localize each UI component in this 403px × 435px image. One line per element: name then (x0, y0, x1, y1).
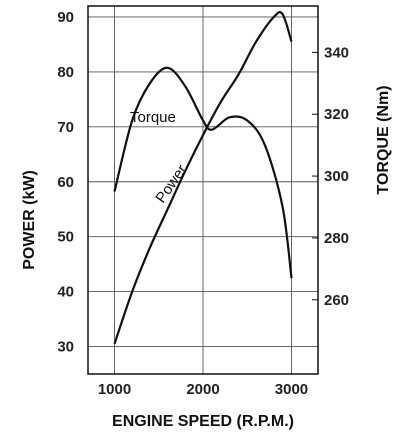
y-left-tick-label: 90 (57, 9, 74, 26)
y-right-tick-label: 300 (324, 168, 349, 185)
y-right-tick-label: 320 (324, 106, 349, 123)
y-left-tick-label: 70 (57, 119, 74, 136)
y-axis-left-title: POWER (kW) (21, 170, 38, 270)
series-line-torque (113, 66, 293, 279)
series-line-power (113, 10, 293, 345)
y-left-tick-label: 30 (57, 339, 74, 356)
y-right-tick-label: 340 (324, 44, 349, 61)
y-left-tick-label: 40 (57, 284, 74, 301)
grid-layer (88, 6, 318, 374)
torque-series-label: Torque (130, 109, 176, 126)
y-right-tick-label: 280 (324, 230, 349, 247)
y-left-tick-label: 50 (57, 229, 74, 246)
y-left-tick-label: 60 (57, 174, 74, 191)
y-axis-right-title: TORQUE (Nm) (375, 85, 392, 194)
series-layer (113, 10, 293, 345)
x-tick-label: 1000 (98, 381, 131, 398)
x-axis-title: ENGINE SPEED (R.P.M.) (112, 413, 294, 430)
x-tick-label: 2000 (186, 381, 219, 398)
x-tick-label: 3000 (275, 381, 308, 398)
y-left-tick-label: 80 (57, 64, 74, 81)
y-right-tick-label: 260 (324, 292, 349, 309)
tick-layer: 1000 2000 3000 30 40 50 60 70 80 90 260 280 300 320 34… (57, 9, 349, 398)
plot-frame (87, 5, 319, 375)
